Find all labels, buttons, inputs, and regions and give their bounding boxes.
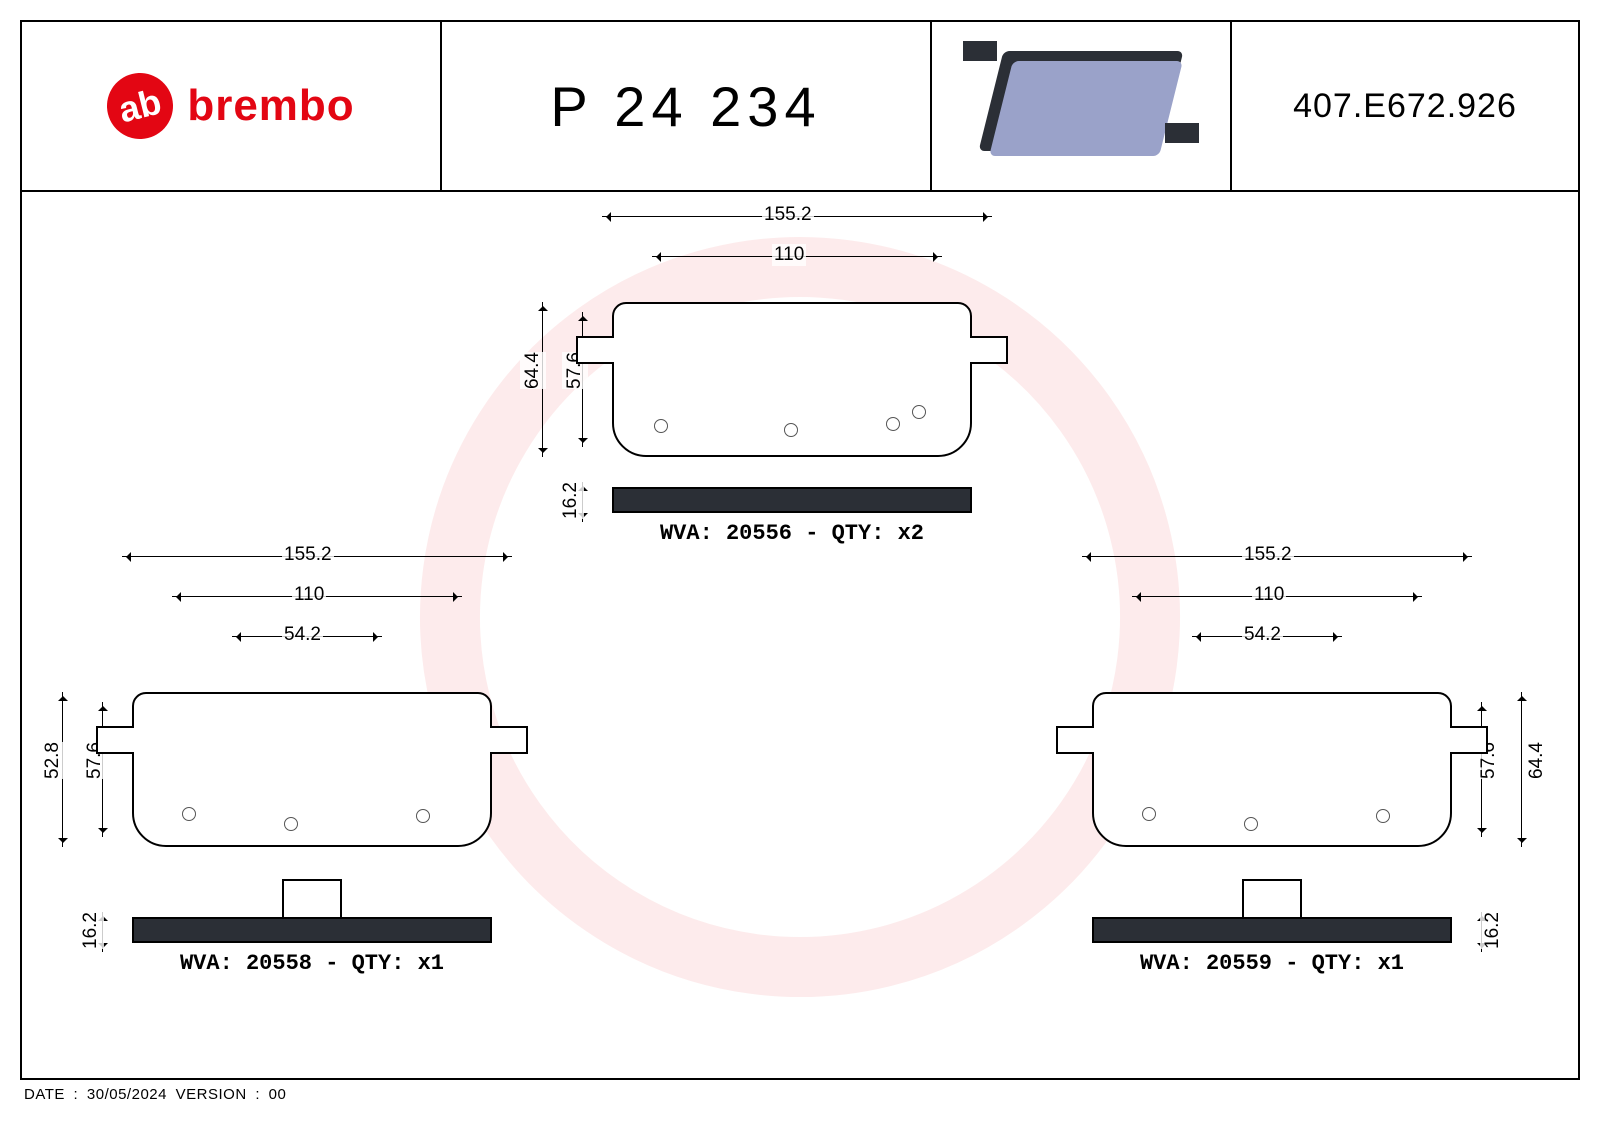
dim-left-w-slot: 54.2 [282, 624, 323, 646]
header-row: ab brembo P 24 234 407.E672.926 [22, 22, 1578, 192]
dim-right-thk: 16.2 [1480, 912, 1506, 949]
drawing-area: 155.2 110 64.4 57.6 16.2 WVA: 20556 - QT [22, 192, 1578, 1078]
dim-right-w-outer: 155.2 [1242, 544, 1294, 566]
brembo-logo: ab brembo [107, 73, 354, 139]
pad-right-clip [1242, 879, 1302, 919]
wva-top: WVA: 20556 - QTY: x2 [562, 521, 1022, 546]
footer-date-version: DATE : 30/05/2024 VERSION : 00 [24, 1086, 286, 1103]
wva-right: WVA: 20559 - QTY: x1 [1042, 951, 1502, 976]
drawing-sheet: ab brembo P 24 234 407.E672.926 155.2 11… [20, 20, 1580, 1080]
dim-top-thk: 16.2 [558, 482, 584, 519]
dim-left-thk: 16.2 [78, 912, 104, 949]
pad-right-side [1092, 917, 1452, 943]
logo-cell: ab brembo [22, 22, 442, 190]
pad-right-group: 155.2 110 54.2 64.4 57.6 16.2 [1042, 552, 1502, 976]
dim-top-h-outer: 64.4 [520, 352, 546, 389]
pad-3d-render [971, 41, 1191, 171]
pad-right-front [1092, 692, 1452, 847]
part-number: P 24 234 [442, 22, 932, 190]
dim-right-h-outer: 64.4 [1524, 742, 1550, 779]
pad-top-side [612, 487, 972, 513]
pad-top-front [612, 302, 972, 457]
dim-top-w-outer: 155.2 [762, 204, 814, 226]
pad-top-group: 155.2 110 64.4 57.6 16.2 WVA: 20556 - QT [562, 212, 1022, 546]
render-cell [932, 22, 1232, 190]
dim-left-w-outer: 155.2 [282, 544, 334, 566]
pad-left-group: 155.2 110 54.2 52.8 57.6 16.2 [82, 552, 542, 976]
wva-left: WVA: 20558 - QTY: x1 [82, 951, 542, 976]
pad-left-front [132, 692, 492, 847]
pad-left-clip [282, 879, 342, 919]
dim-top-w-inner: 110 [772, 244, 806, 266]
brembo-logo-icon: ab [100, 66, 180, 146]
dim-left-w-inner: 110 [292, 584, 326, 606]
brand-name: brembo [187, 81, 354, 131]
dim-left-h-outer: 52.8 [40, 742, 66, 779]
pad-left-side [132, 917, 492, 943]
dim-right-w-inner: 110 [1252, 584, 1286, 606]
dim-right-w-slot: 54.2 [1242, 624, 1283, 646]
drawing-reference: 407.E672.926 [1232, 22, 1578, 190]
